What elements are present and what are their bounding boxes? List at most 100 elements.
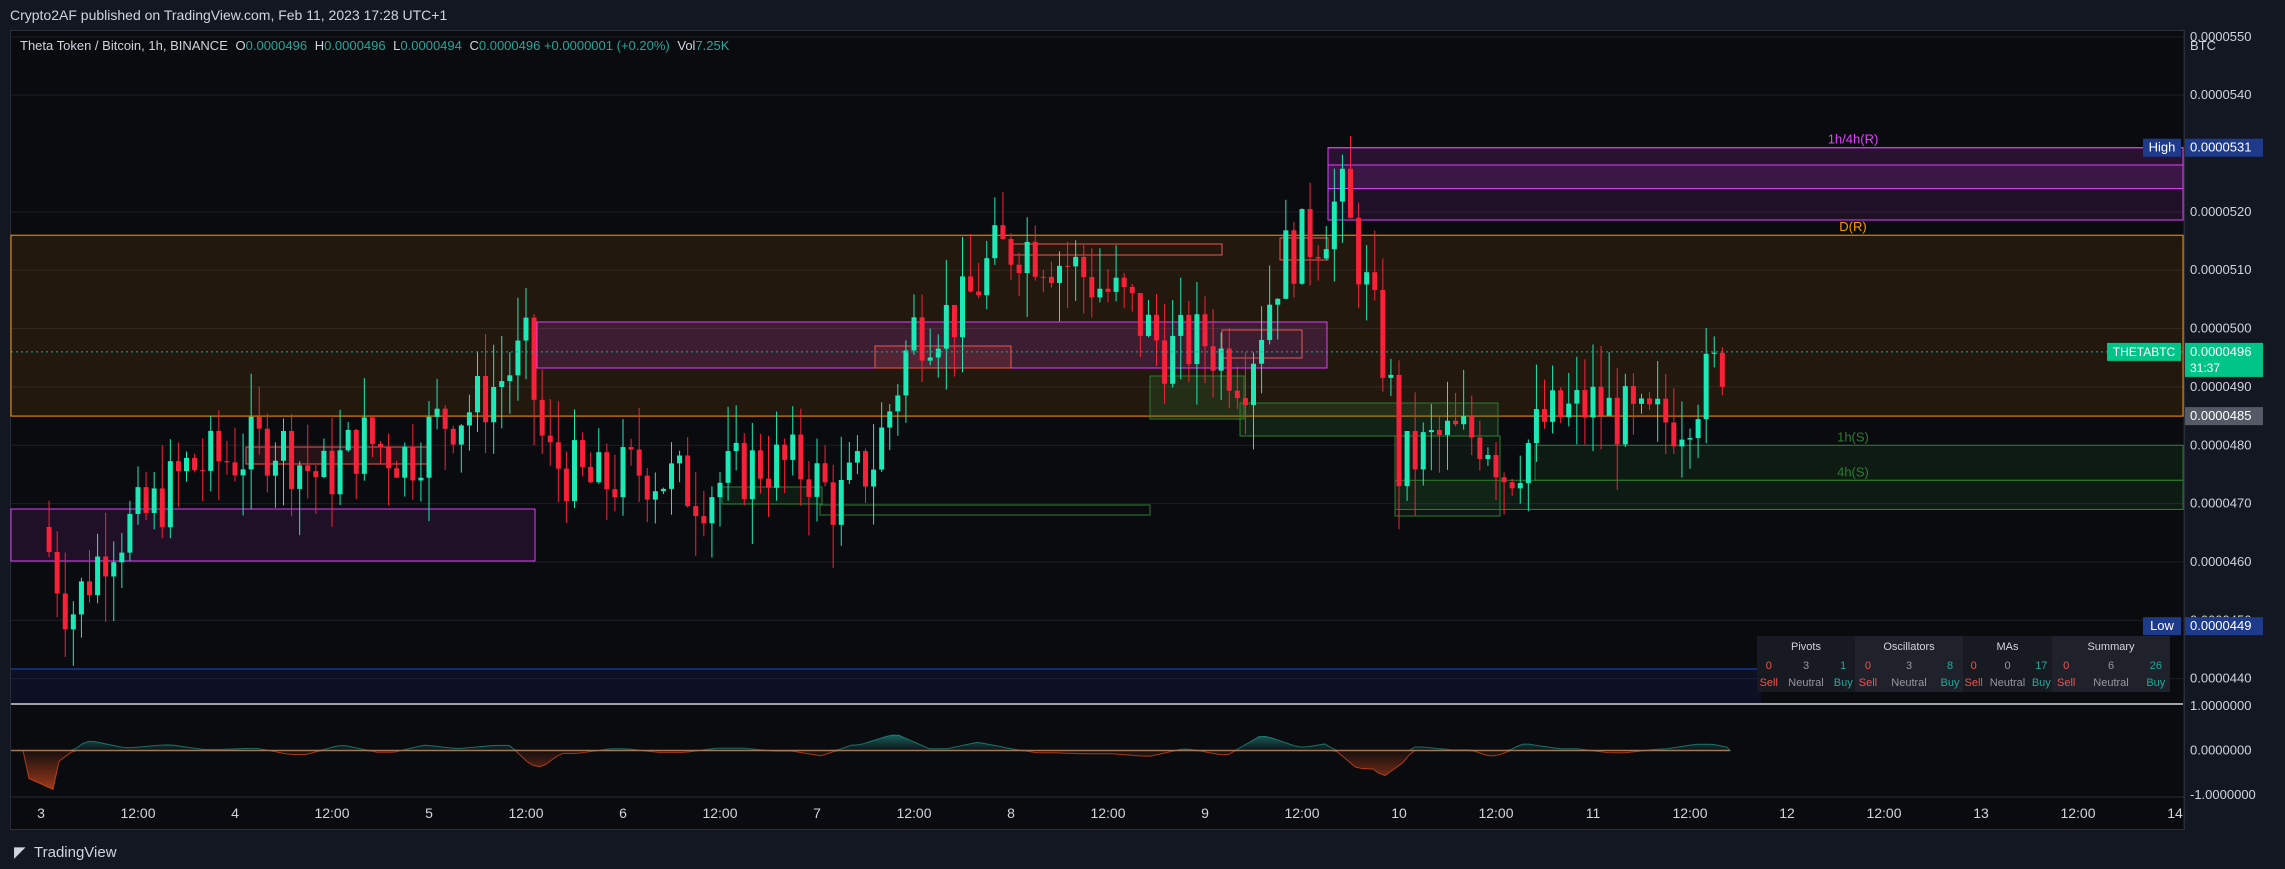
bear-candle	[289, 430, 295, 489]
bull-candle	[119, 552, 125, 563]
bull-candle	[879, 427, 885, 470]
price-grid	[11, 36, 2183, 680]
bear-candle	[604, 452, 610, 490]
bear-candle	[830, 482, 836, 525]
bull-candle	[1364, 272, 1370, 285]
bull-candle	[523, 317, 529, 341]
bull-candle	[1251, 363, 1256, 406]
bear-candle	[1542, 409, 1547, 422]
bull-candle	[1566, 403, 1572, 418]
time-tick-label: 12:00	[120, 805, 155, 821]
bear-candle	[442, 408, 448, 429]
bear-candle	[628, 447, 634, 450]
bear-candle	[62, 593, 68, 630]
bear-candle	[951, 304, 957, 338]
technicals-panel: Pivots 0 Sell 3 Neutral 1 Buy Oscillators 0 Sell 3…	[1757, 636, 2170, 692]
bull-candle	[984, 258, 990, 296]
bull-candle	[871, 469, 877, 487]
bull-candle	[1339, 168, 1345, 202]
bull-candle	[184, 457, 189, 472]
price-tick-label: 0.0000510	[2190, 262, 2251, 277]
bull-candle	[208, 430, 214, 471]
time-tick-label: 7	[813, 805, 821, 821]
bear-candle	[1008, 239, 1014, 265]
zone-dr	[10, 234, 2184, 417]
bull-candle	[491, 387, 497, 423]
bear-candle	[1671, 422, 1677, 447]
bear-candle	[313, 471, 319, 477]
time-tick-label: 14	[2167, 805, 2183, 821]
bull-candle	[1711, 352, 1717, 354]
tech-group-bg	[1963, 636, 2052, 692]
bull-candle	[887, 411, 893, 428]
bear-candle	[822, 463, 828, 483]
oscillator-pane: 1.0000000 0.0000000 -1.0000000	[11, 698, 2256, 802]
change-value: +0.0000001 (+0.20%)	[543, 38, 670, 53]
high-label: H	[314, 38, 325, 53]
price-tick-label: 0.0000480	[2190, 437, 2251, 452]
bull-candle	[1695, 419, 1701, 439]
bear-candle	[612, 489, 618, 498]
bear-candle	[353, 429, 359, 474]
bear-candle	[563, 468, 569, 501]
bull-candle	[434, 408, 440, 417]
bear-candle	[1000, 225, 1006, 240]
bear-candle	[547, 435, 553, 443]
tech-count: 0	[1971, 660, 1977, 672]
bear-candle	[1065, 265, 1071, 267]
bull-candle	[1461, 416, 1467, 425]
bear-candle	[256, 416, 262, 429]
bull-candle	[596, 452, 602, 483]
ob-box	[1239, 402, 1499, 437]
bull-candle	[652, 491, 658, 500]
bear-candle	[1372, 272, 1378, 290]
time-tick-label: 6	[619, 805, 627, 821]
bull-candle	[1283, 230, 1289, 299]
tech-count: 17	[2035, 660, 2047, 672]
bear-candle	[636, 449, 642, 476]
bear-candle	[175, 461, 181, 472]
time-tick-label: 12:00	[1672, 805, 1707, 821]
bear-candle	[1509, 482, 1515, 489]
bull-candle	[1590, 386, 1596, 418]
bull-candle	[1113, 277, 1119, 292]
bear-candle	[1137, 293, 1143, 336]
low-band	[11, 669, 1761, 703]
tech-count-label: Neutral	[1990, 677, 2025, 689]
bear-candle	[1048, 276, 1054, 283]
bull-candle	[1445, 420, 1450, 435]
high-tag	[2143, 138, 2181, 157]
currency-label: BTC	[2190, 38, 2216, 53]
bear-candle	[741, 442, 747, 500]
bear-candle	[1210, 346, 1216, 371]
low-value: 0.0000494	[400, 38, 462, 53]
tech-count: 8	[1947, 660, 1953, 672]
low-label: L	[393, 38, 401, 53]
price-axis: BTC 0.0000540 0.0000520 0.0000510 0.0000500 0…	[2183, 29, 2251, 828]
bull-candle	[814, 463, 820, 497]
price-tick-label: 0.0000460	[2190, 554, 2251, 569]
bear-candle	[685, 455, 691, 507]
symbol-title[interactable]: Theta Token / Bitcoin, 1h, BINANCE	[20, 38, 228, 53]
bull-candle	[943, 304, 949, 349]
tech-count: 26	[2150, 660, 2162, 672]
tech-count-label: Sell	[1965, 677, 1983, 689]
bear-candle	[1154, 314, 1159, 341]
time-tick-label: 5	[425, 805, 433, 821]
bull-candle	[426, 416, 432, 478]
tradingview-logo[interactable]: ◤ TradingView	[14, 836, 117, 869]
bull-candle	[927, 357, 933, 361]
bear-candle	[782, 444, 788, 460]
bear-candle	[1719, 352, 1725, 387]
tech-count: 3	[1803, 660, 1809, 672]
zone-layer	[10, 147, 2184, 510]
tech-count: 3	[1906, 660, 1912, 672]
bear-candle	[1663, 398, 1669, 423]
osc-bull-wave	[11, 734, 1732, 751]
tech-count-label: Buy	[1834, 677, 1853, 689]
low-tag-label: Low	[2150, 618, 2174, 633]
bull-candle	[1388, 374, 1394, 378]
bull-candle	[515, 340, 521, 376]
bear-candle	[1614, 397, 1620, 445]
